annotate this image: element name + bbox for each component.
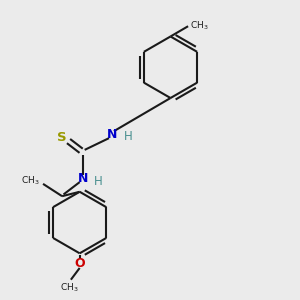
Text: CH$_3$: CH$_3$	[190, 19, 208, 32]
Text: N: N	[107, 128, 117, 141]
Text: CH$_3$: CH$_3$	[21, 174, 40, 187]
Text: H: H	[94, 175, 103, 188]
Text: N: N	[77, 172, 88, 185]
Text: S: S	[57, 131, 67, 144]
Text: O: O	[74, 257, 85, 270]
Text: H: H	[124, 130, 132, 142]
Text: CH$_3$: CH$_3$	[60, 282, 79, 294]
